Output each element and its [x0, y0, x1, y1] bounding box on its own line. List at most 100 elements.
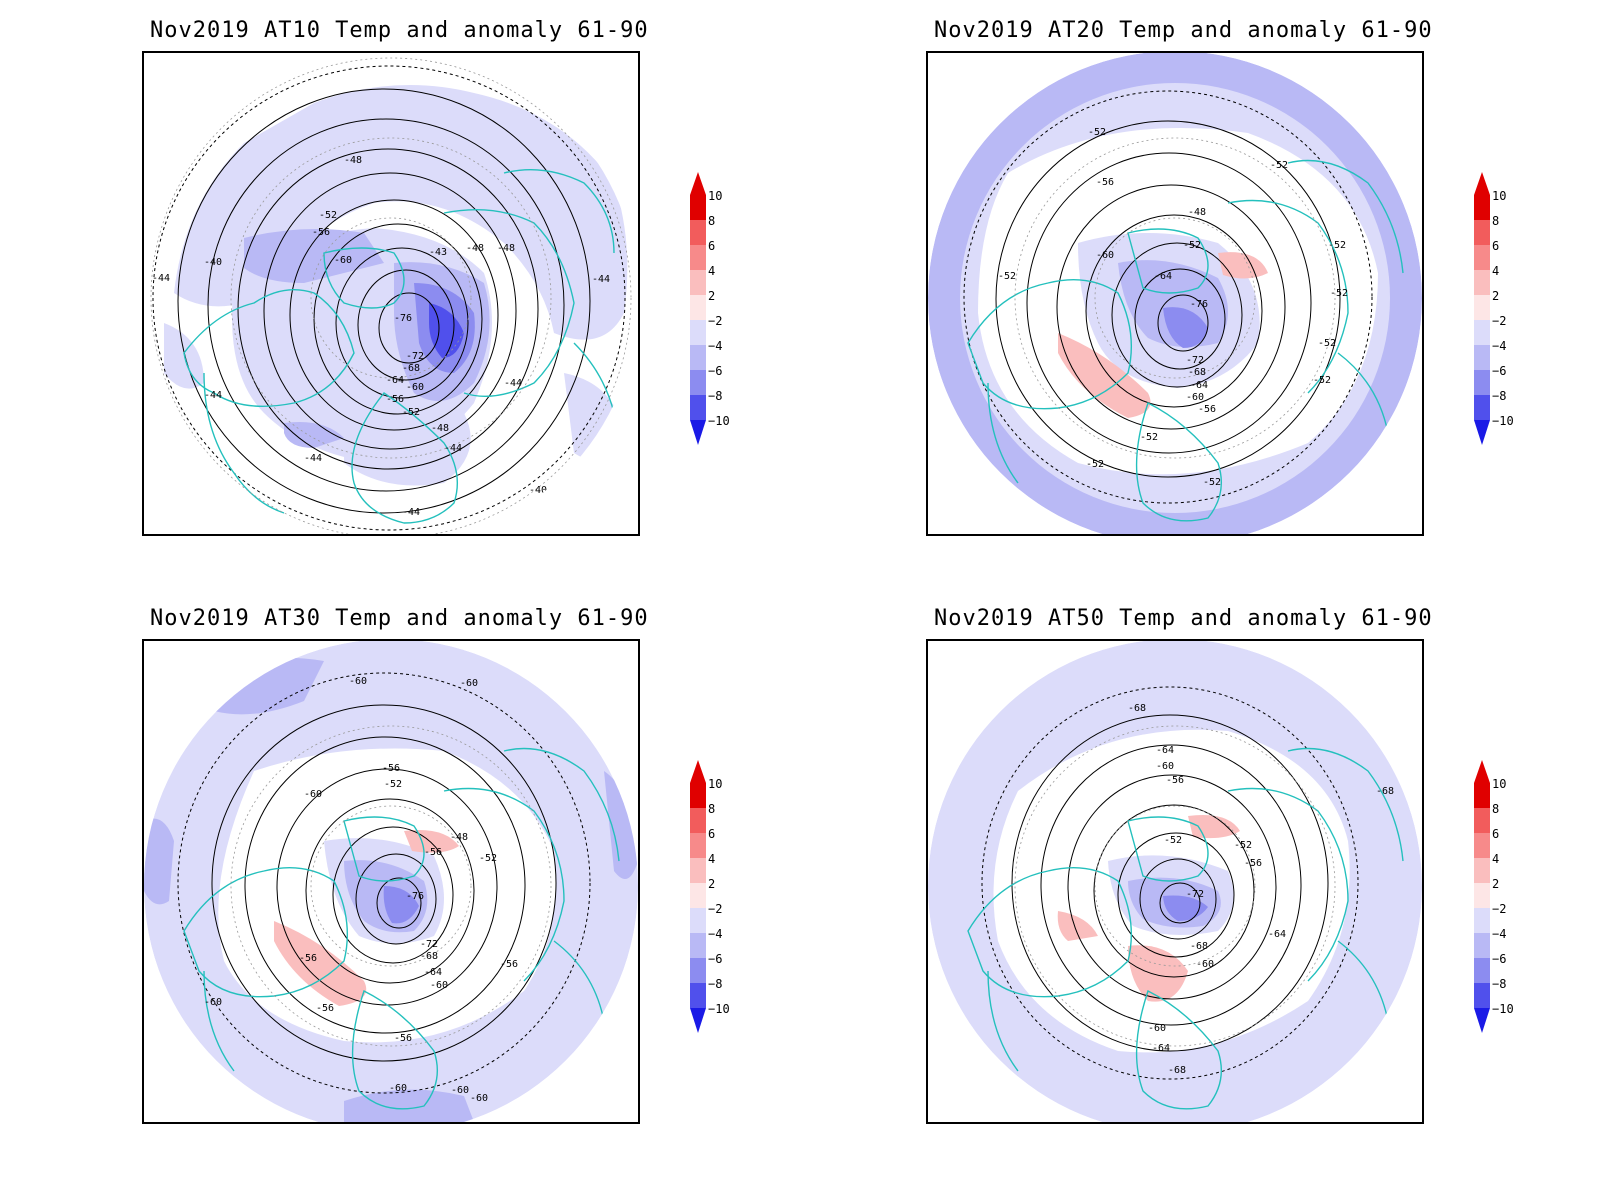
temperature-contours	[981, 686, 1359, 1080]
colorbar-label: −10	[708, 1002, 730, 1016]
contour-label: -60	[304, 789, 322, 800]
contour-label: -56	[299, 953, 317, 964]
contour-label: -56	[386, 394, 404, 405]
contour-label: -56	[424, 847, 442, 858]
colorbar-label: 2	[1492, 877, 1499, 891]
contour-label: -68	[1190, 941, 1208, 952]
contour-label: -52	[1318, 338, 1336, 349]
colorbar-top-arrow	[690, 172, 706, 195]
anomaly-region	[604, 771, 638, 879]
contour-label: -60	[470, 1093, 488, 1104]
panel-title: Nov2019 AT30 Temp and anomaly 61-90	[150, 606, 649, 631]
colorbar-bottom-arrow	[690, 420, 706, 445]
lat-grid	[1014, 137, 1336, 459]
anomaly-region	[404, 830, 459, 853]
panel-title: Nov2019 AT50 Temp and anomaly 61-90	[934, 606, 1433, 631]
colorbar-label: −6	[708, 952, 722, 966]
contour-label: -56	[316, 1003, 334, 1014]
anomaly-region	[174, 85, 628, 340]
colorbar: 10 8 6 4 2 −2 −4 −6 −8 −10	[1472, 758, 1532, 1038]
contour-label: -52	[319, 210, 337, 221]
contour-label: -52	[1203, 477, 1221, 488]
contour-label: -68	[402, 363, 420, 374]
contour-label: -60	[204, 997, 222, 1008]
contour-label: -56	[1244, 858, 1262, 869]
contour-label: -60	[1186, 392, 1204, 403]
contour-label: -72	[420, 939, 438, 950]
contour-label: -48	[344, 155, 362, 166]
contour-label: -44	[204, 390, 222, 401]
contour-label: -60	[460, 678, 478, 689]
contour-label: -43	[429, 247, 447, 258]
lat-grid	[150, 57, 632, 534]
anomaly-region	[1057, 911, 1098, 941]
contour-label: -44	[402, 507, 420, 518]
contour-label: -56	[312, 227, 330, 238]
map-svg: -68 -64 -60 -56 -52 -52 -56 -72 -68 -64 …	[928, 641, 1422, 1122]
contour-label: -76	[406, 891, 424, 902]
contour-label: -64	[1154, 271, 1172, 282]
contour-label: -52	[1328, 240, 1346, 251]
colorbar-label: 4	[1492, 852, 1499, 866]
lat-grid	[230, 725, 552, 1047]
contour-label: -56	[382, 763, 400, 774]
colorbar-top-arrow	[690, 760, 706, 783]
contour-label: -52	[1313, 375, 1331, 386]
contour-label: -64	[386, 375, 404, 386]
colorbar-label: 4	[708, 852, 715, 866]
anomaly-region	[1058, 333, 1151, 418]
lat-grid	[1014, 725, 1336, 1047]
colorbar-label: 2	[1492, 289, 1499, 303]
panel-title: Nov2019 AT10 Temp and anomaly 61-90	[150, 18, 649, 43]
contour-label: -60	[1096, 250, 1114, 261]
contour-label: -56	[394, 1033, 412, 1044]
contour-labels: -44 -48 -52 -56 -60 -76 -72 -68 -64 -60 …	[152, 155, 610, 518]
contour-label: -52	[1086, 459, 1104, 470]
colorbar-label: −10	[1492, 414, 1514, 428]
colorbar-label: 10	[1492, 777, 1506, 791]
map-panel-at20: Nov2019 AT20 Temp and anomaly 61-90	[784, 0, 1564, 590]
colorbar-svg: 10 8 6 4 2 −2 −4 −6 −8 −10	[690, 172, 730, 445]
colorbar: 10 8 6 4 2 −2 −4 −6 −8 −10	[688, 758, 748, 1038]
contour-label: -60	[1196, 959, 1214, 970]
colorbar-label: 6	[708, 239, 715, 253]
contour-labels: -68 -64 -60 -56 -52 -52 -56 -72 -68 -64 …	[1128, 703, 1394, 1076]
coastlines	[967, 159, 1404, 522]
contour-label: -52	[1330, 288, 1348, 299]
contour-label: -60	[389, 1083, 407, 1094]
colorbar-label: 10	[1492, 189, 1506, 203]
contour-label: -44	[152, 273, 170, 284]
colorbar-label: 4	[708, 264, 715, 278]
contour-label: -48	[431, 423, 449, 434]
contour-label: -52	[998, 271, 1016, 282]
anomaly-region	[344, 405, 471, 486]
contour-label: -56	[1096, 177, 1114, 188]
coastlines	[183, 169, 619, 524]
colorbar-label: 2	[708, 877, 715, 891]
contour-label: -52	[479, 853, 497, 864]
colorbar-label: −10	[1492, 1002, 1514, 1016]
colorbar-label: −8	[1492, 977, 1506, 991]
contour-label: -52	[1088, 127, 1106, 138]
contour-label: -44	[592, 274, 610, 285]
contour-label: -52	[1270, 160, 1288, 171]
contour-label: -52	[1164, 835, 1182, 846]
polar-map: -60 -60 -56 -52 -60 -48 -56 -52 -76 -72 …	[142, 639, 640, 1124]
colorbar-bottom-arrow	[1474, 420, 1490, 445]
colorbar-label: 8	[708, 214, 715, 228]
colorbar-svg: 10 8 6 4 2 −2 −4 −6 −8 −10	[1474, 760, 1514, 1033]
colorbar-label: 10	[708, 777, 722, 791]
anomaly-region	[144, 818, 174, 905]
anomaly-region	[284, 422, 344, 448]
contour-label: -52	[402, 407, 420, 418]
contour-label: -52	[1234, 840, 1252, 851]
map-svg: -60 -60 -56 -52 -60 -48 -56 -52 -76 -72 …	[144, 641, 638, 1122]
contour-label: -52	[1140, 432, 1158, 443]
anomaly-region	[244, 229, 384, 283]
anomaly-region	[1128, 945, 1188, 1002]
polar-map: -44 -48 -52 -56 -60 -76 -72 -68 -64 -60 …	[142, 51, 640, 536]
colorbar-label: −6	[708, 364, 722, 378]
colorbar-label: 4	[1492, 264, 1499, 278]
colorbar-label: −2	[1492, 902, 1506, 916]
contour-label: -76	[1190, 299, 1208, 310]
